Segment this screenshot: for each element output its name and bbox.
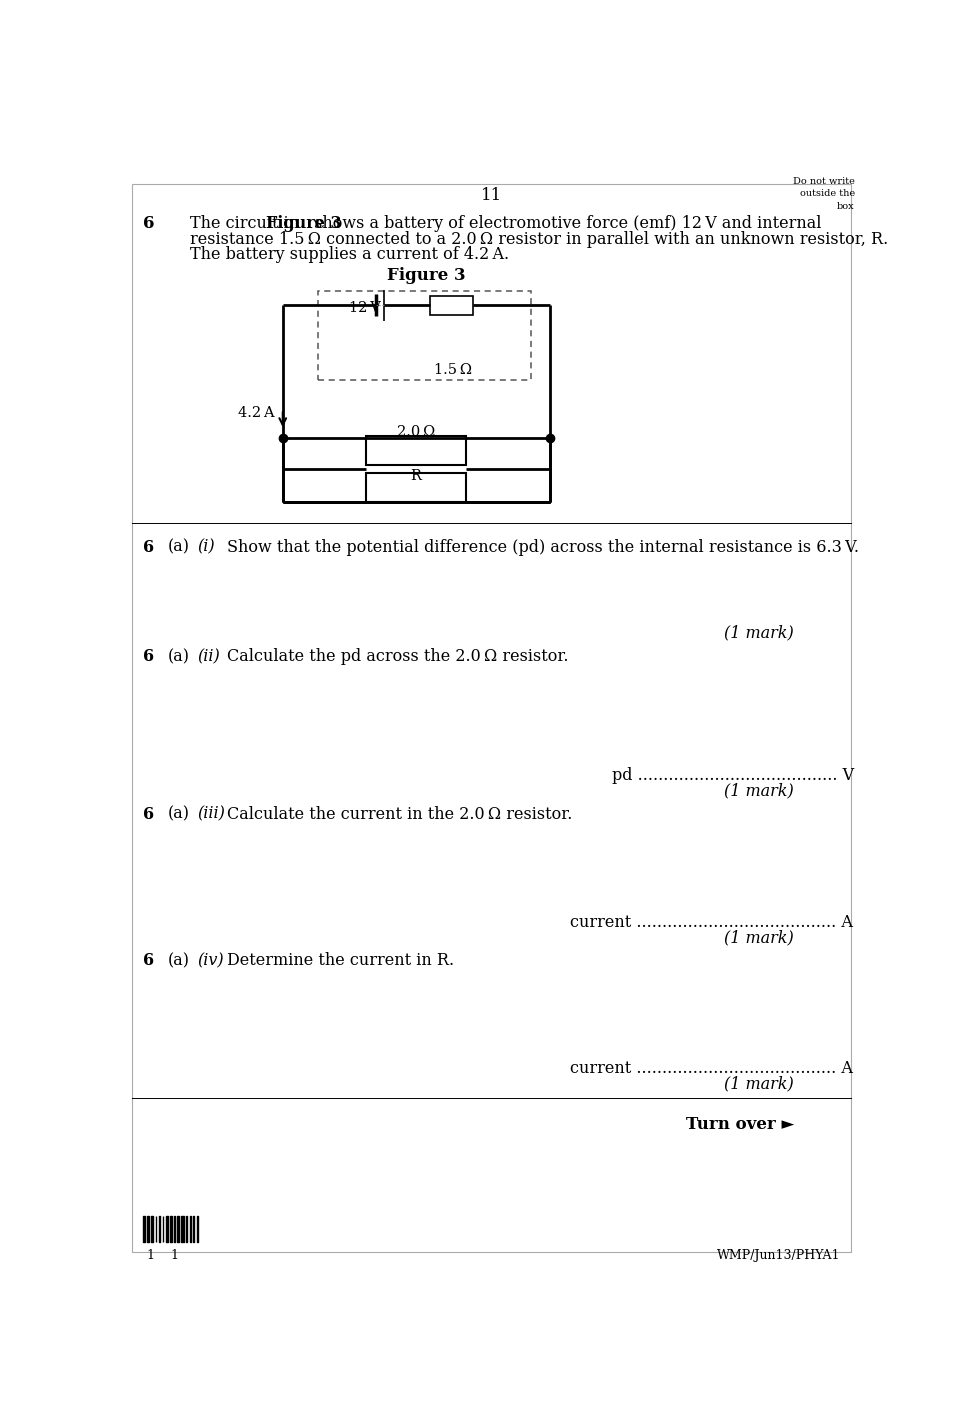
Text: Turn over ►: Turn over ► <box>686 1115 794 1133</box>
Text: Do not write
outside the
box: Do not write outside the box <box>793 176 854 210</box>
Text: current ....................................... A: current ................................… <box>569 1060 852 1077</box>
Text: (i): (i) <box>198 539 215 556</box>
Text: WMP/Jun13/PHYA1: WMP/Jun13/PHYA1 <box>717 1249 841 1262</box>
Text: (iv): (iv) <box>198 952 224 969</box>
Text: Figure 3: Figure 3 <box>266 215 342 232</box>
Text: 6: 6 <box>143 952 155 969</box>
Text: (1 mark): (1 mark) <box>725 929 794 946</box>
FancyBboxPatch shape <box>318 291 531 379</box>
Text: 2.0 Ω: 2.0 Ω <box>396 425 435 439</box>
Text: R: R <box>411 469 421 483</box>
Text: 6: 6 <box>143 648 155 665</box>
Text: (iii): (iii) <box>198 806 226 823</box>
Text: pd ....................................... V: pd .....................................… <box>612 767 854 784</box>
Bar <box>430 296 472 314</box>
Text: The battery supplies a current of 4.2 A.: The battery supplies a current of 4.2 A. <box>190 246 509 263</box>
Text: (a): (a) <box>168 539 190 556</box>
Text: (a): (a) <box>168 806 190 823</box>
Text: (1 mark): (1 mark) <box>725 783 794 800</box>
Text: 4.2 A: 4.2 A <box>238 406 275 421</box>
Text: The circuit in: The circuit in <box>190 215 304 232</box>
Text: (ii): (ii) <box>198 648 220 665</box>
Text: Determine the current in R.: Determine the current in R. <box>227 952 454 969</box>
Text: 6: 6 <box>143 539 155 556</box>
Text: Figure 3: Figure 3 <box>387 267 466 284</box>
Text: resistance 1.5 Ω connected to a 2.0 Ω resistor in parallel with an unknown resis: resistance 1.5 Ω connected to a 2.0 Ω re… <box>190 230 888 247</box>
Text: shows a battery of electromotive force (emf) 12 V and internal: shows a battery of electromotive force (… <box>308 215 821 232</box>
Text: 6: 6 <box>143 215 155 232</box>
Text: Calculate the pd across the 2.0 Ω resistor.: Calculate the pd across the 2.0 Ω resist… <box>227 648 568 665</box>
Text: 1.5 Ω: 1.5 Ω <box>434 362 472 377</box>
Text: (a): (a) <box>168 648 190 665</box>
Text: 6: 6 <box>143 806 155 823</box>
Bar <box>366 473 467 502</box>
Text: Show that the potential difference (pd) across the internal resistance is 6.3 V.: Show that the potential difference (pd) … <box>227 539 859 556</box>
Text: 1    1: 1 1 <box>147 1249 179 1262</box>
Text: 11: 11 <box>481 188 503 205</box>
Text: (1 mark): (1 mark) <box>725 625 794 642</box>
Text: (1 mark): (1 mark) <box>725 1076 794 1093</box>
Bar <box>366 436 467 466</box>
Text: 12 V: 12 V <box>348 301 380 315</box>
Text: (a): (a) <box>168 952 190 969</box>
Text: Calculate the current in the 2.0 Ω resistor.: Calculate the current in the 2.0 Ω resis… <box>227 806 572 823</box>
Text: current ....................................... A: current ................................… <box>569 914 852 931</box>
